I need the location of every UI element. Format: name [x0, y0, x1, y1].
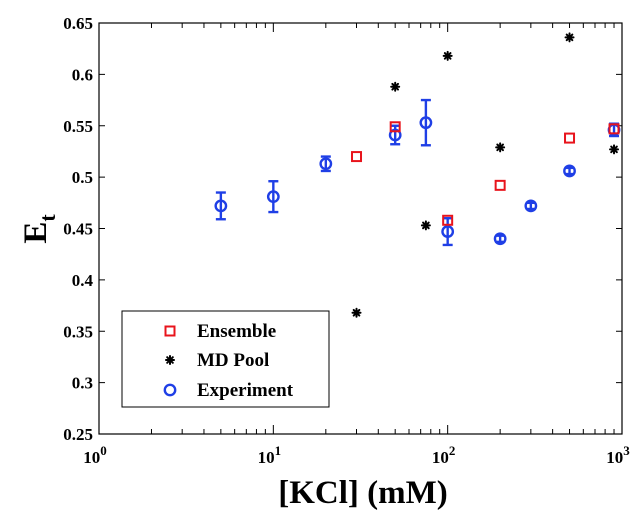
- md-pool-point: [609, 144, 620, 155]
- error-bar: [215, 191, 226, 221]
- experiment-point: [493, 232, 507, 246]
- legend-marker-md-pool: [165, 355, 175, 365]
- x-tick-label-exp: 1: [275, 443, 282, 458]
- x-tick-label-base: 10: [258, 448, 275, 467]
- md-pool-point: [495, 142, 506, 153]
- x-tick-label: 103: [606, 443, 630, 467]
- experiment-point: [319, 157, 333, 171]
- ensemble-point: [494, 179, 506, 191]
- legend: Ensemble MD Pool Experiment: [121, 310, 330, 408]
- y-tick-label: 0.35: [63, 322, 93, 341]
- experiment-point: [441, 225, 455, 238]
- experiment-point: [214, 199, 228, 213]
- y-axis-label: Et: [18, 214, 60, 244]
- experiment-point: [524, 199, 538, 213]
- y-tick-label: 0.3: [72, 374, 93, 393]
- md-pool-point: [442, 50, 453, 61]
- y-axis-label-main: E: [18, 222, 54, 244]
- ensemble-point: [564, 132, 576, 144]
- legend-label-ensemble: Ensemble: [197, 321, 276, 342]
- y-tick-label: 0.25: [63, 425, 93, 444]
- md-pool-point: [420, 220, 431, 231]
- experiment-point: [419, 116, 433, 130]
- error-bar: [268, 180, 279, 214]
- x-tick-label-exp: 2: [449, 443, 456, 458]
- x-tick-label: 100: [83, 443, 107, 467]
- ensemble-point: [608, 123, 620, 135]
- y-tick-label: 0.6: [72, 65, 93, 84]
- x-tick-label-exp: 3: [623, 443, 630, 458]
- legend-marker-ensemble: [164, 325, 176, 337]
- x-tick-label-base: 10: [606, 448, 623, 467]
- ensemble-point: [351, 151, 363, 163]
- svg-text:Et: Et: [18, 214, 60, 244]
- legend-label-md-pool: MD Pool: [197, 350, 269, 371]
- experiment-point: [388, 128, 402, 142]
- y-tick-label: 0.5: [72, 168, 93, 187]
- md-pool-point: [564, 32, 575, 43]
- error-bar: [420, 98, 431, 147]
- plot-frame: [98, 22, 623, 435]
- x-tick-label-exp: 0: [100, 443, 107, 458]
- ensemble-point: [442, 214, 454, 226]
- y-tick-label: 0.55: [63, 117, 93, 136]
- experiment-point: [563, 164, 576, 178]
- data-marks: [214, 32, 621, 318]
- legend-markers: [163, 325, 177, 397]
- legend-box: [121, 310, 330, 408]
- md-pool-point: [351, 307, 362, 318]
- y-tick-label: 0.65: [63, 14, 93, 33]
- y-tick-label: 0.45: [63, 220, 93, 239]
- x-tick-label-base: 10: [432, 448, 449, 467]
- experiment-point: [266, 190, 280, 204]
- md-pool-point: [390, 81, 401, 92]
- x-tick-label: 101: [258, 443, 282, 467]
- legend-label-experiment: Experiment: [197, 380, 294, 401]
- error-bar: [442, 217, 453, 247]
- ensemble-point: [389, 121, 401, 133]
- legend-marker-experiment: [163, 383, 177, 397]
- y-axis-label-sub: t: [35, 214, 60, 222]
- x-tick-label: 102: [432, 443, 456, 467]
- y-tick-label: 0.4: [72, 271, 94, 290]
- x-tick-label-base: 10: [83, 448, 100, 467]
- x-axis-label: [KCl] (mM): [278, 475, 448, 511]
